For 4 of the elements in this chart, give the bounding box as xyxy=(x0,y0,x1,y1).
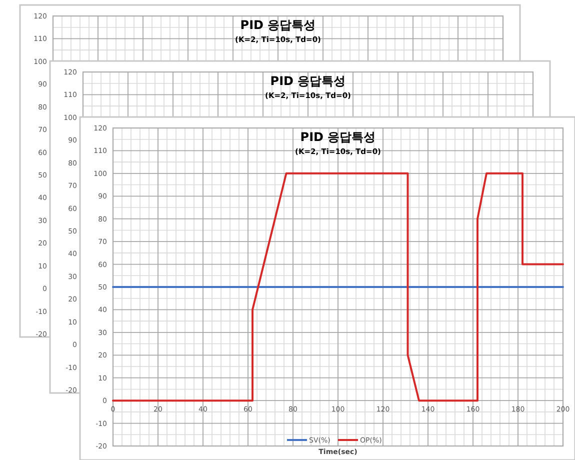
chart-title: PID 응답특성 xyxy=(240,18,316,32)
chart-title: PID 응답특성 xyxy=(300,130,376,144)
line-series xyxy=(112,172,564,402)
chart-title: PID 응답특성 xyxy=(270,74,346,88)
